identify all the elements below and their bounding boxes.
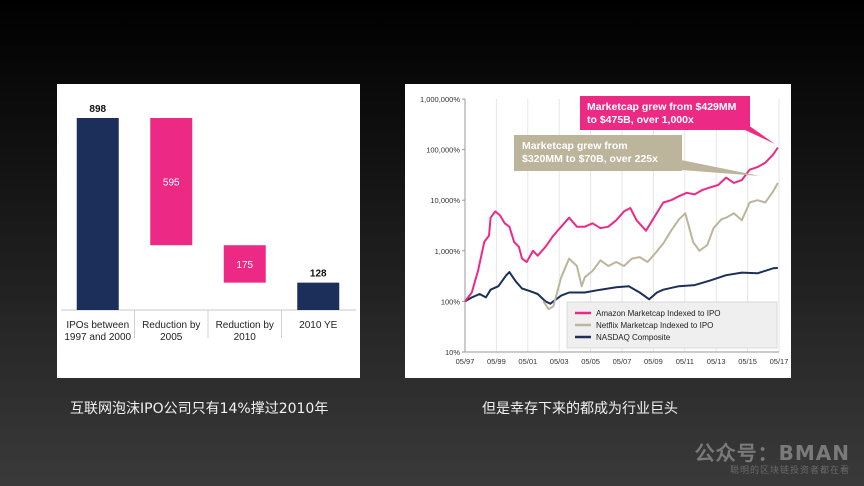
legend-box: [566, 301, 778, 349]
x-tick-label-10: 05/17: [770, 357, 789, 366]
legend-label-1: Netflix Marketcap Indexed to IPO: [596, 321, 713, 330]
line-chart: 05/97 05/99 05/01 05/03 05/05 05/07 05/09 05/11…: [420, 95, 789, 366]
waterfall-chart-panel: 898 IPOs between 1997 and 2000 595 Reduction…: [57, 84, 360, 378]
bar-2: [223, 245, 266, 283]
x-tick-label-4: 05/05: [581, 357, 600, 366]
series-line-0: [464, 146, 779, 303]
annotation-text-0-1: to $475B, over 1,000x: [587, 114, 694, 126]
series-line-2: [464, 266, 778, 305]
category-label-3-0: 2010 YE: [299, 320, 338, 331]
category-label-0-1: 1997 and 2000: [64, 332, 131, 343]
y-tick-label-0: 10%: [445, 348, 460, 357]
bar-0: [76, 118, 119, 310]
x-tick-label-9: 05/15: [738, 357, 757, 366]
bar-3: [297, 282, 340, 310]
legend-label-2: NASDAQ Composite: [596, 333, 671, 342]
category-label-1-1: 2005: [160, 332, 183, 343]
series-line-1: [542, 182, 779, 311]
y-tick-label-4: 100,000%: [426, 146, 460, 155]
annotation-box-0: [580, 96, 750, 130]
y-tick-label-3: 10,000%: [430, 196, 460, 205]
x-tick-label-3: 05/03: [550, 357, 569, 366]
x-tick-label-7: 05/11: [676, 357, 694, 366]
caption-left: 互联网泡沫IPO公司只有14%撑过2010年: [70, 401, 329, 417]
watermark-subtitle: 聪明的区块链投资者都在看: [729, 466, 850, 476]
annotation-pointer-1: [681, 160, 760, 176]
annotation-pointer-0: [745, 125, 775, 144]
bar-1: [150, 118, 193, 246]
category-label-0-0: IPOs between: [66, 320, 129, 331]
x-tick-label-1: 05/99: [487, 357, 506, 366]
x-tick-label-6: 05/09: [644, 357, 663, 366]
annotation-text-0-0: Marketcap grew from $429MM: [587, 101, 737, 113]
line-chart-panel: 05/97 05/99 05/01 05/03 05/05 05/07 05/09 05/11…: [405, 84, 791, 378]
category-label-1-0: Reduction by: [142, 320, 200, 331]
x-tick-label-8: 05/13: [707, 357, 726, 366]
y-tick-label-5: 1,000,000%: [420, 95, 460, 104]
y-tick-label-1: 100%: [441, 297, 461, 306]
legend-label-0: Amazon Marketcap Indexed to IPO: [596, 309, 721, 318]
category-label-2-0: Reduction by: [216, 320, 274, 331]
caption-right: 但是幸存下来的都成为行业巨头: [482, 401, 678, 417]
annotation-text-1-0: Marketcap grew from: [522, 140, 628, 152]
watermark-title: 公众号：BMAN: [694, 441, 850, 465]
data-label-3: 128: [310, 269, 327, 280]
annotation-box-1: [514, 135, 682, 171]
data-label-0: 898: [89, 104, 106, 115]
category-label-2-1: 2010: [234, 332, 257, 343]
x-tick-label-5: 05/07: [613, 357, 632, 366]
x-tick-label-2: 05/01: [518, 357, 537, 366]
data-label-1: 595: [163, 178, 180, 189]
data-label-2: 175: [236, 260, 253, 271]
x-tick-label-0: 05/97: [456, 357, 475, 366]
y-tick-label-2: 1,000%: [435, 247, 461, 256]
annotation-text-1-1: $320MM to $70B, over 225x: [522, 153, 658, 165]
